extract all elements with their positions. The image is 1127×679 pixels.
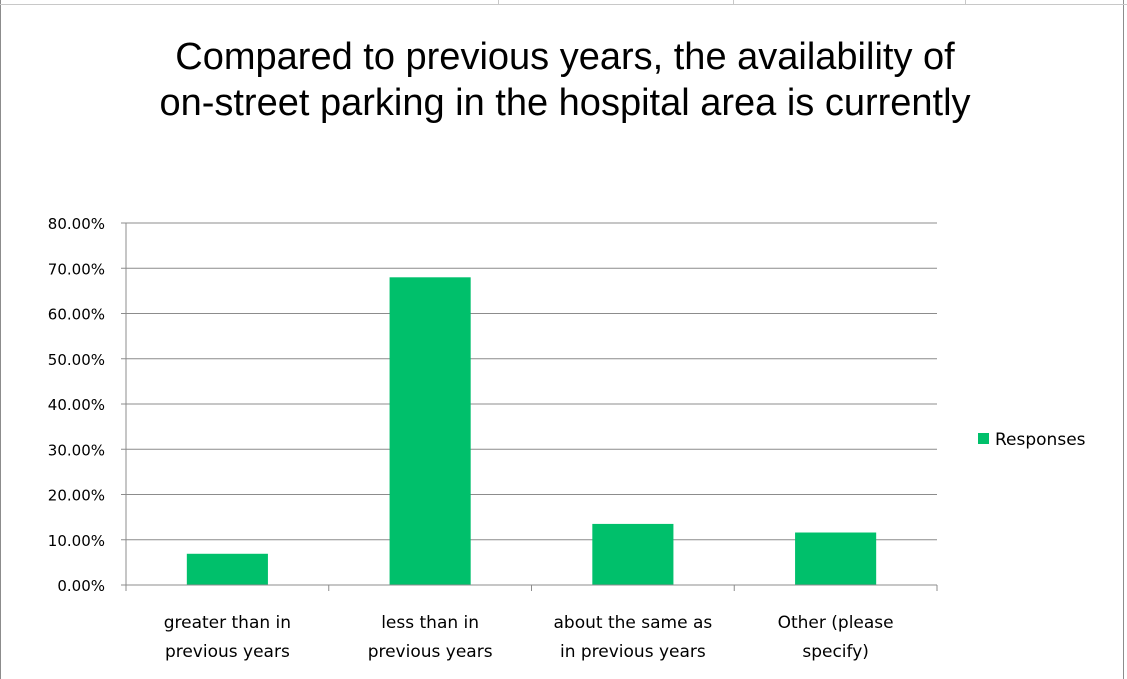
bar <box>795 532 877 585</box>
x-category-label-line: about the same as <box>554 613 713 633</box>
cell-divider <box>733 0 734 5</box>
x-category-label-line: previous years <box>368 642 493 662</box>
y-tick-label: 40.00% <box>48 396 105 414</box>
y-tick-label: 70.00% <box>48 260 105 278</box>
x-axis <box>125 584 938 591</box>
x-category-label-line: specify) <box>802 642 869 662</box>
y-tick-label: 0.00% <box>57 577 105 595</box>
y-tick-label: 20.00% <box>48 487 105 505</box>
x-category-label-line: Other (please <box>778 613 894 633</box>
x-category-label: about the same as in previous years <box>554 613 713 662</box>
legend-swatch <box>978 433 989 444</box>
bar <box>389 277 471 585</box>
gridlines <box>125 222 937 585</box>
cell-divider <box>965 0 966 5</box>
y-tick-label: 10.00% <box>48 532 105 550</box>
y-axis-ticks: 0.00% 10.00% 20.00% 30.00% 40.00% 50.00% 60.00… <box>48 215 126 595</box>
bar <box>186 553 268 585</box>
window-border-left <box>0 0 1 679</box>
bars <box>186 277 877 585</box>
x-category-label: greater than in previous years <box>164 613 291 662</box>
legend-label: Responses <box>995 430 1086 450</box>
bar <box>592 523 674 585</box>
y-tick-label: 80.00% <box>48 215 105 233</box>
x-category-label: less than in previous years <box>368 613 493 662</box>
y-tick-label: 60.00% <box>48 306 105 324</box>
x-category-label-line: in previous years <box>560 642 706 662</box>
cell-divider <box>498 0 499 5</box>
x-category-label-line: previous years <box>165 642 290 662</box>
y-tick-label: 50.00% <box>48 351 105 369</box>
x-category-label-line: greater than in <box>164 613 291 633</box>
window-border-right <box>1123 0 1124 679</box>
x-category-label: Other (please specify) <box>778 613 894 662</box>
chart-title: Compared to previous years, the availabi… <box>159 36 971 124</box>
legend: Responses <box>978 430 1086 450</box>
y-tick-label: 30.00% <box>48 441 105 459</box>
spreadsheet-top-strip <box>0 0 1127 5</box>
x-category-label-line: less than in <box>381 613 479 633</box>
